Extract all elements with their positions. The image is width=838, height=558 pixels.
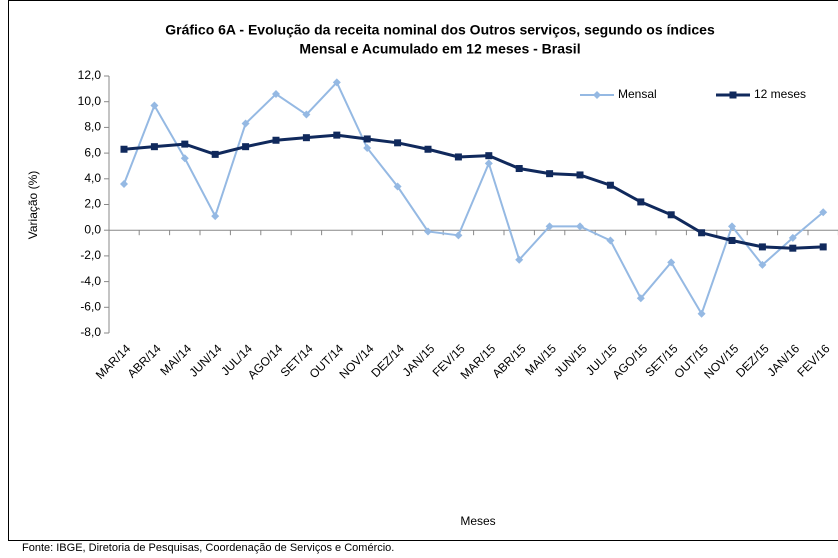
point — [424, 145, 432, 153]
point — [150, 143, 158, 151]
y-tick-label: -6,0 — [80, 299, 101, 313]
point — [332, 78, 341, 87]
point — [363, 143, 372, 152]
series-line — [123, 80, 824, 317]
point — [546, 170, 554, 178]
y-tick-label: -4,0 — [80, 274, 101, 288]
x-tick-label: JUN/14 — [186, 341, 224, 379]
point — [819, 208, 828, 217]
y-tick-label: -2,0 — [80, 248, 101, 262]
point — [120, 179, 128, 188]
point — [272, 89, 280, 98]
point — [181, 140, 189, 148]
point — [211, 150, 219, 158]
point — [758, 260, 767, 269]
point — [424, 227, 432, 236]
x-tick-label: NOV/14 — [336, 341, 376, 381]
point — [606, 236, 615, 245]
point — [728, 236, 736, 244]
x-tick-label: NOV/15 — [701, 341, 741, 381]
x-axis-label: Meses — [460, 514, 495, 528]
frame — [8, 0, 838, 541]
point — [576, 171, 584, 179]
y-tick-label: 10,0 — [78, 94, 102, 108]
point — [789, 244, 797, 252]
point — [758, 243, 766, 251]
x-tick-label: DEZ/15 — [733, 341, 772, 380]
y-tick-label: -8,0 — [80, 325, 101, 339]
point — [606, 181, 614, 189]
point — [272, 136, 280, 144]
point — [302, 110, 311, 119]
point — [363, 135, 371, 143]
y-tick-label: 4,0 — [84, 171, 101, 185]
point — [819, 243, 827, 251]
point — [576, 222, 584, 231]
point — [454, 153, 462, 161]
point — [211, 212, 220, 221]
x-tick-label: FEV/16 — [794, 341, 832, 379]
point — [120, 145, 128, 153]
point — [150, 101, 159, 110]
y-axis-label: Variação (%) — [26, 171, 40, 239]
legend-label: 12 meses — [754, 87, 806, 101]
point — [302, 134, 310, 142]
x-tick-label: DEZ/14 — [368, 341, 407, 380]
y-tick-label: 8,0 — [84, 120, 101, 134]
point — [788, 233, 797, 242]
x-tick-label: MAR/14 — [93, 341, 134, 382]
point — [515, 165, 523, 173]
legend-marker — [593, 91, 601, 99]
point — [667, 258, 676, 267]
point — [393, 182, 402, 191]
x-tick-label: JUN/15 — [551, 341, 589, 379]
x-tick-label: ABR/14 — [125, 341, 164, 380]
point — [180, 154, 189, 163]
y-tick-label: 2,0 — [84, 197, 101, 211]
point — [636, 294, 645, 303]
point — [485, 152, 493, 160]
point — [242, 143, 250, 151]
point — [484, 159, 493, 168]
point — [545, 222, 554, 231]
y-tick-label: 12,0 — [78, 68, 102, 82]
series-line — [123, 133, 824, 250]
chart-title: Gráfico 6A - Evolução da receita nominal… — [165, 22, 715, 38]
source-note: Fonte: IBGE, Diretoria de Pesquisas, Coo… — [22, 542, 394, 554]
legend-marker — [729, 91, 737, 99]
point — [394, 139, 402, 147]
point — [698, 229, 706, 237]
point — [667, 211, 675, 219]
point — [454, 231, 463, 240]
x-tick-label: ABR/15 — [489, 341, 528, 380]
chart-title: Mensal e Acumulado em 12 meses - Brasil — [299, 41, 580, 57]
point — [697, 309, 706, 318]
point — [637, 198, 645, 206]
y-tick-label: 6,0 — [84, 145, 101, 159]
point — [515, 255, 524, 264]
y-tick-label: 0,0 — [84, 222, 101, 236]
point — [333, 131, 341, 139]
point — [241, 119, 250, 128]
legend-label: Mensal — [618, 87, 657, 101]
point — [728, 222, 736, 231]
